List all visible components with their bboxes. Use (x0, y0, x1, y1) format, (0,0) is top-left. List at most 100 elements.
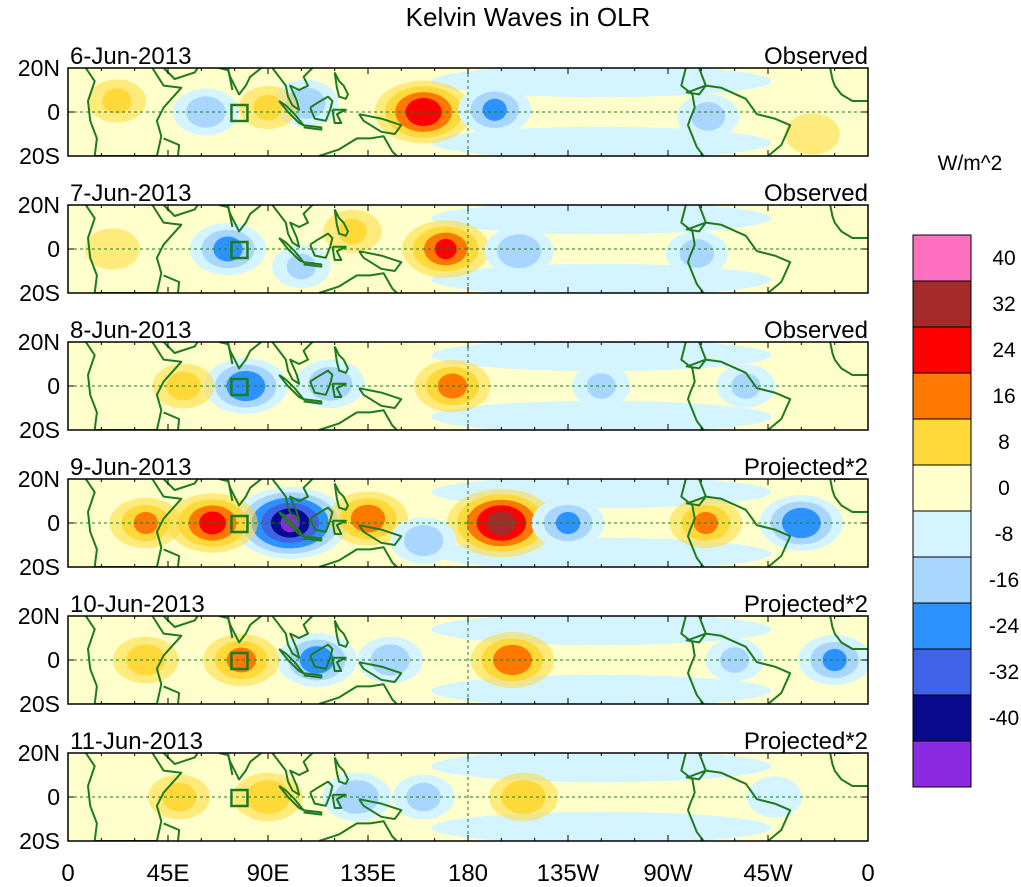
coastline (685, 84, 707, 96)
chart-title: Kelvin Waves in OLR (406, 2, 651, 32)
reference-box (230, 788, 249, 808)
coastline (698, 342, 792, 430)
x-axis: 0 45E 90E 135E 180 135W 90W 45W 0 (61, 860, 874, 887)
coastlines (84, 342, 868, 430)
anomaly-feature (665, 230, 728, 276)
coastline (318, 820, 398, 841)
panel-date: 6-Jun-2013 (70, 43, 191, 70)
colorbar-swatch (912, 326, 972, 374)
coastline (318, 135, 398, 156)
coastline (680, 616, 705, 704)
anomaly-feature (716, 364, 775, 408)
coastline (84, 68, 183, 156)
anomaly-feature (112, 636, 179, 684)
colorbar-swatch (912, 372, 972, 420)
x-tick-label: 135E (340, 860, 396, 887)
coastline (309, 506, 334, 533)
coastline (829, 479, 868, 513)
coastline (162, 342, 202, 354)
coastline (271, 479, 314, 522)
coastline (163, 137, 181, 156)
contour-level (785, 113, 840, 155)
coastline (685, 495, 707, 507)
panel-status: Projected*2 (744, 728, 868, 755)
x-tick-label: 90E (247, 860, 290, 887)
coastline (84, 616, 183, 704)
coastline (227, 479, 234, 502)
contour-level (434, 238, 457, 260)
coastline (698, 479, 792, 567)
panel: 8-Jun-2013 Observed 20N 0 20S (18, 317, 869, 443)
field-band (431, 400, 772, 430)
coastline (162, 205, 202, 217)
coastline (303, 672, 323, 679)
contour-level (679, 239, 715, 268)
y-tick-label: 0 (47, 236, 60, 262)
coastline (162, 616, 202, 628)
coastline (685, 632, 707, 644)
colorbar-label: 16 (992, 385, 1015, 408)
coastline (227, 342, 234, 365)
coastline (163, 685, 181, 704)
reference-box (230, 514, 249, 534)
contour-level (690, 102, 726, 131)
coastlines (84, 616, 868, 704)
coastline (331, 793, 347, 809)
anomaly-feature (238, 86, 298, 130)
contour-level (370, 644, 410, 676)
reference-box (230, 377, 249, 397)
coastline (680, 68, 705, 156)
coastline (303, 535, 323, 542)
colorbar-swatch (912, 602, 972, 650)
anomaly-feature (785, 113, 840, 155)
y-tick-label: 20N (18, 55, 60, 81)
colorbar-swatch (912, 418, 972, 466)
coastline (333, 756, 349, 785)
coastline (163, 411, 181, 430)
panel-status: Observed (764, 180, 868, 207)
y-tick-label: 20S (19, 554, 60, 580)
coastline (162, 753, 202, 765)
panel-date: 8-Jun-2013 (70, 317, 191, 344)
coastline (331, 108, 347, 124)
colorbar-swatch (912, 280, 972, 328)
coastlines (84, 753, 868, 841)
coastline (680, 479, 705, 567)
coastline (680, 205, 705, 293)
coastline (331, 656, 347, 672)
colorbar-label: -24 (989, 615, 1020, 638)
coastline (333, 208, 349, 237)
coastline (271, 205, 314, 248)
coastline (829, 616, 868, 650)
y-tick-label: 20S (19, 280, 60, 306)
x-tick-label: 180 (448, 860, 488, 887)
coastline (318, 409, 398, 430)
panel-status: Observed (764, 43, 868, 70)
x-tick-label: 45E (147, 860, 190, 887)
y-tick-label: 0 (47, 647, 60, 673)
coastline (227, 205, 234, 228)
contour-level (497, 234, 542, 269)
colorbar-label: 24 (992, 339, 1016, 362)
coastline (303, 809, 323, 816)
panel: 9-Jun-2013 Projected*2 20N 0 20S (18, 454, 869, 580)
coastline (318, 683, 398, 704)
contour-level (586, 373, 616, 399)
coastline (331, 519, 347, 535)
colorbar: W/m^2 40 32 24 16 8 0 -8 -16 -24 -32 -40 (912, 152, 1020, 788)
coastline (685, 769, 707, 781)
coastline (303, 398, 323, 405)
coastline (333, 345, 349, 374)
y-tick-label: 20N (18, 466, 60, 492)
coastline (358, 798, 403, 820)
coastline (309, 95, 334, 122)
coastline (685, 221, 707, 233)
coastline (698, 753, 792, 841)
coastlines (84, 479, 868, 567)
field-band (431, 126, 772, 156)
anomaly-feature (189, 222, 267, 276)
coastline (309, 369, 334, 396)
coastline (358, 661, 403, 683)
coastline (698, 616, 792, 704)
colorbar-label: -16 (989, 569, 1019, 592)
